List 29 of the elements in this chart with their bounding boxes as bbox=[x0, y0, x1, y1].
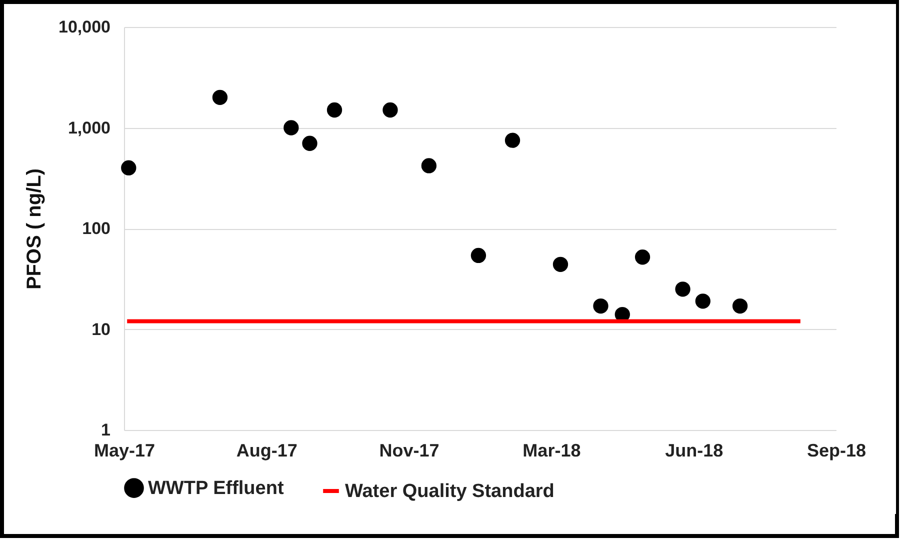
y-tick-label: 100 bbox=[82, 219, 110, 238]
y-tick-label: 1,000 bbox=[68, 118, 110, 138]
point bbox=[675, 282, 690, 297]
x-tick-label: Nov-17 bbox=[379, 440, 440, 460]
point bbox=[470, 248, 486, 264]
x-tick-label: Mar-18 bbox=[522, 440, 581, 460]
y-tick-label: 1 bbox=[101, 420, 110, 440]
point bbox=[593, 298, 608, 314]
point bbox=[695, 294, 710, 309]
x-tick-label: May-17 bbox=[94, 440, 156, 460]
x-tick-label: Aug-17 bbox=[236, 440, 298, 460]
point bbox=[326, 102, 342, 118]
y-tick-label: 10 bbox=[92, 320, 110, 339]
point bbox=[212, 90, 228, 105]
point bbox=[421, 158, 437, 174]
legend-label: WWTP Effluent bbox=[148, 478, 284, 500]
point bbox=[121, 160, 136, 176]
point bbox=[302, 136, 318, 151]
point bbox=[284, 120, 299, 136]
x-tick-label: Sep-18 bbox=[806, 440, 866, 460]
point bbox=[504, 132, 520, 148]
point bbox=[552, 256, 568, 272]
x-tick-label: Jun-18 bbox=[665, 440, 724, 460]
point bbox=[732, 298, 748, 314]
point bbox=[634, 250, 650, 265]
y-tick-label: 10,000 bbox=[58, 18, 110, 36]
legend-label: Water Quality Standard bbox=[345, 481, 554, 502]
y-axis-title: PFOS ( ng/L) bbox=[24, 168, 46, 290]
point bbox=[382, 102, 398, 118]
